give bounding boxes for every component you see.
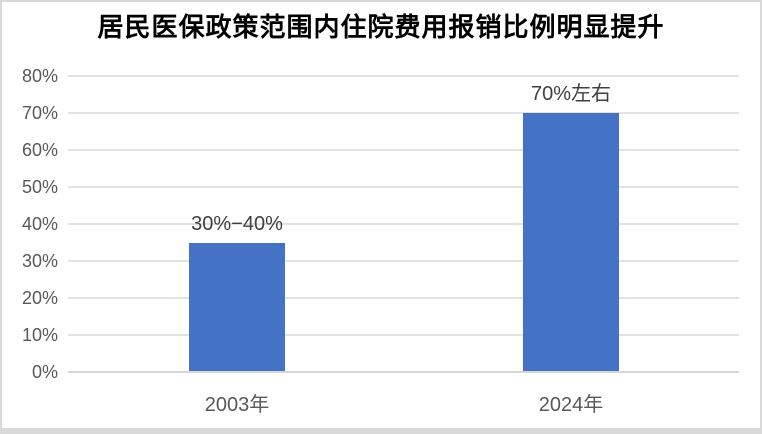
bar-data-label: 70%左右 bbox=[530, 83, 612, 105]
gridline bbox=[68, 223, 739, 225]
y-tick-label: 30% bbox=[21, 251, 58, 271]
bar bbox=[523, 113, 619, 372]
x-tick-label: 2024年 bbox=[538, 394, 604, 416]
y-tick-label: 60% bbox=[21, 140, 58, 160]
y-tick-label: 20% bbox=[21, 288, 58, 308]
y-tick-label: 10% bbox=[21, 325, 58, 345]
bar-data-label: 30%−40% bbox=[191, 212, 283, 235]
y-tick-label: 70% bbox=[21, 103, 58, 123]
bar bbox=[189, 242, 285, 372]
gridline bbox=[68, 260, 739, 262]
y-tick-label: 50% bbox=[21, 177, 58, 197]
gridline bbox=[68, 112, 739, 114]
x-axis-line bbox=[68, 371, 739, 373]
chart-title: 居民医保政策范围内住院费用报销比例明显提升 bbox=[97, 12, 665, 42]
plot-area: 0% 10% 20% 30% 40% 50% 60% 70% 80% 30%−40% 2003年 70… bbox=[2, 2, 760, 428]
y-tick-label: 40% bbox=[21, 214, 58, 234]
gridline bbox=[68, 75, 739, 77]
gridline bbox=[68, 297, 739, 299]
gridline bbox=[68, 334, 739, 336]
x-tick-label: 2003年 bbox=[204, 394, 270, 416]
y-tick-label: 80% bbox=[21, 66, 58, 86]
gridline bbox=[68, 149, 739, 151]
gridline bbox=[68, 186, 739, 188]
y-tick-label: 0% bbox=[31, 362, 58, 382]
